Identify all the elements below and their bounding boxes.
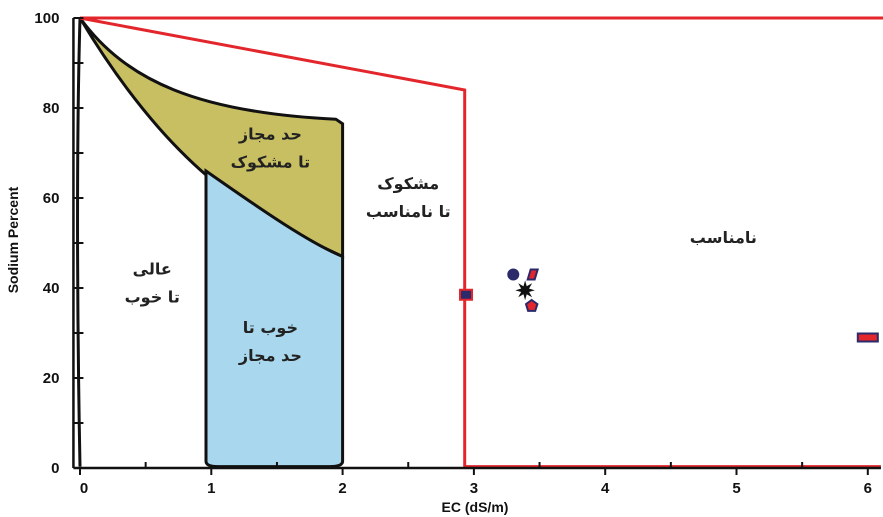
x-tick-label: 0 bbox=[80, 480, 88, 497]
data-point-pentagon bbox=[524, 298, 539, 312]
regions-layer bbox=[76, 16, 883, 469]
region-labels-layer: حد مجاز تا مشکوک مشکوک تا نامناسب عالی تا خوب… bbox=[125, 125, 757, 366]
region-label-line: تا نامناسب bbox=[366, 202, 451, 221]
x-tick-label: 5 bbox=[732, 480, 740, 497]
region-label-line: عالی bbox=[133, 260, 172, 279]
data-point-square bbox=[459, 288, 474, 301]
x-tick-label: 4 bbox=[601, 480, 610, 497]
region-label-line: تا خوب bbox=[125, 288, 180, 307]
region-label-line: تا مشکوک bbox=[231, 153, 311, 172]
data-point-star bbox=[515, 280, 535, 301]
region-label-line: حد مجاز bbox=[238, 346, 302, 365]
data-point-bar bbox=[856, 332, 879, 343]
y-tick-label: 80 bbox=[43, 100, 60, 117]
data-points-layer bbox=[459, 268, 879, 343]
region-label-line: خوب تا bbox=[243, 318, 298, 337]
region-label: حد مجاز تا مشکوک bbox=[231, 125, 311, 172]
y-tick-label: 100 bbox=[34, 10, 59, 27]
y-tick-label: 20 bbox=[43, 370, 60, 387]
y-tick-label: 0 bbox=[51, 460, 59, 477]
y-tick-label: 60 bbox=[43, 190, 60, 207]
region-label: نامناسب bbox=[690, 228, 757, 247]
data-point-parallelogram bbox=[526, 268, 540, 281]
x-tick-label: 6 bbox=[864, 480, 872, 497]
x-tick-label: 2 bbox=[338, 480, 346, 497]
region-label: خوب تا حد مجاز bbox=[238, 318, 302, 365]
y-tick-label: 40 bbox=[43, 280, 60, 297]
region-label: مشکوک تا نامناسب bbox=[366, 174, 451, 221]
y-axis-title: Sodium Percent bbox=[5, 186, 21, 293]
region-label-line: مشکوک bbox=[377, 174, 439, 193]
region-label-line: نامناسب bbox=[690, 228, 757, 247]
region-label: عالی تا خوب bbox=[125, 260, 180, 307]
boundary-doubtful-line bbox=[79, 16, 881, 469]
region-label-line: حد مجاز bbox=[238, 125, 302, 144]
x-tick-label: 1 bbox=[207, 480, 215, 497]
region-good-permissible bbox=[204, 168, 345, 469]
data-point-circle bbox=[507, 268, 520, 281]
x-axis-title: EC (dS/m) bbox=[442, 499, 509, 515]
x-tick-label: 3 bbox=[470, 480, 478, 497]
